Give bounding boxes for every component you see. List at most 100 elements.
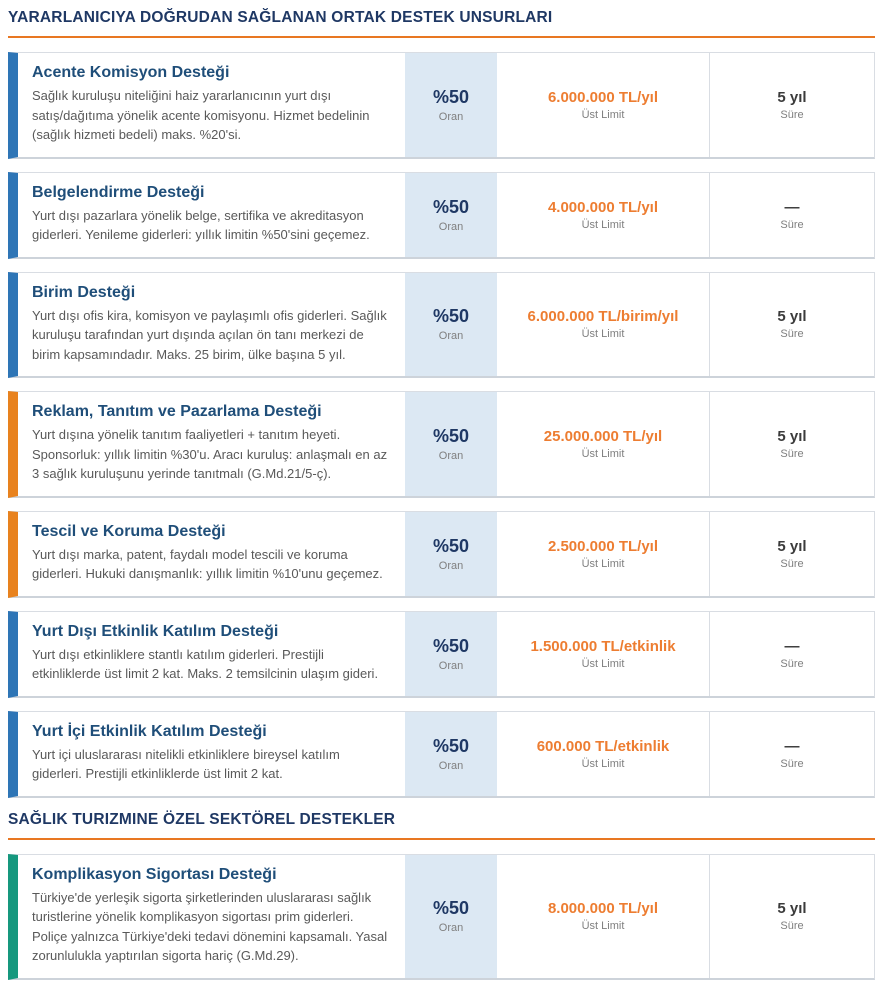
card-title: Yurt İçi Etkinlik Katılım Desteği (32, 722, 267, 740)
card-title: Acente Komisyon Desteği (32, 64, 230, 81)
limit-value: 6.000.000 TL/birim/yıl (527, 308, 679, 326)
rate-value: %50 (432, 735, 470, 756)
rate-cell: %50 Oran (405, 854, 497, 978)
card-description: Yurt dışı marka, patent, faydalı model t… (32, 546, 383, 582)
rate-label: Oran (438, 110, 464, 123)
rate-cell: %50 Oran (405, 172, 497, 257)
limit-cell: 6.000.000 TL/birim/yıl Üst Limit (497, 273, 709, 377)
limit-cell: 25.000.000 TL/yıl Üst Limit (497, 392, 709, 496)
card-text: Reklam, Tanıtım ve Pazarlama Desteği Yur… (18, 392, 405, 496)
limit-label: Üst Limit (581, 757, 625, 770)
rate-label: Oran (438, 559, 464, 572)
rate-label: Oran (438, 330, 464, 343)
rate-cell: %50 Oran (405, 611, 497, 696)
limit-cell: 6.000.000 TL/yıl Üst Limit (497, 53, 709, 157)
limit-label: Üst Limit (581, 447, 625, 460)
duration-cell: 5 yıl Süre (709, 272, 874, 376)
limit-label: Üst Limit (581, 108, 625, 121)
rate-value: %50 (432, 535, 470, 556)
card-description: Yurt içi uluslararası nitelikli etkinlik… (32, 746, 340, 782)
rate-cell: %50 Oran (405, 272, 497, 376)
duration-label: Süre (780, 108, 804, 121)
duration-cell: — Süre (709, 711, 874, 796)
limit-cell: 8.000.000 TL/yıl Üst Limit (497, 855, 709, 978)
card-description: Yurt dışı pazarlara yönelik belge, serti… (32, 207, 370, 243)
limit-value: 8.000.000 TL/yıl (547, 900, 659, 917)
limit-value: 600.000 TL/etkinlik (536, 737, 670, 755)
limit-cell: 2.500.000 TL/yıl Üst Limit (497, 512, 709, 596)
card-title: Tescil ve Koruma Desteği (32, 522, 226, 540)
rate-label: Oran (438, 659, 464, 672)
section-divider (8, 36, 875, 38)
card-title: Reklam, Tanıtım ve Pazarlama Desteği (32, 403, 322, 420)
duration-cell: 5 yıl Süre (709, 511, 874, 596)
rate-cell: %50 Oran (405, 711, 497, 796)
duration-value: 5 yıl (777, 537, 807, 555)
duration-value: — (784, 737, 800, 755)
duration-value: 5 yıl (777, 427, 807, 445)
card-description: Sağlık kuruluşu niteliğini haiz yararlan… (32, 88, 370, 142)
limit-cell: 1.500.000 TL/etkinlik Üst Limit (497, 612, 709, 696)
duration-label: Süre (780, 557, 804, 570)
limit-label: Üst Limit (581, 557, 625, 570)
duration-cell: 5 yıl Süre (709, 854, 874, 978)
card-description: Yurt dışı ofis kira, komisyon ve paylaşı… (32, 307, 387, 362)
duration-value: — (784, 198, 800, 216)
card-title: Yurt Dışı Etkinlik Katılım Desteği (32, 622, 279, 640)
rate-label: Oran (438, 759, 464, 772)
duration-label: Süre (780, 757, 804, 770)
rate-value: %50 (432, 425, 470, 446)
support-card-birim: Birim Desteği Yurt dışı ofis kira, komis… (8, 271, 875, 378)
support-card-komplikasyon-sigortasi: Komplikasyon Sigortası Desteği Türkiye'd… (8, 853, 875, 980)
limit-value: 2.500.000 TL/yıl (547, 537, 659, 555)
duration-cell: 5 yıl Süre (709, 53, 874, 157)
card-text: Komplikasyon Sigortası Desteği Türkiye'd… (18, 855, 405, 978)
duration-value: — (784, 637, 800, 655)
rate-value: %50 (432, 635, 470, 656)
rate-cell: %50 Oran (405, 392, 497, 496)
rate-label: Oran (438, 220, 464, 233)
duration-label: Süre (780, 920, 804, 932)
limit-value: 4.000.000 TL/yıl (547, 198, 659, 216)
duration-cell: 5 yıl Süre (709, 392, 874, 496)
duration-value: 5 yıl (777, 900, 807, 917)
section-common-supports: YARARLANICIYA DOĞRUDAN SAĞLANAN ORTAK DE… (8, 9, 875, 798)
duration-label: Süre (780, 328, 804, 341)
card-text: Acente Komisyon Desteği Sağlık kuruluşu … (18, 53, 405, 157)
limit-value: 25.000.000 TL/yıl (543, 427, 663, 445)
support-card-acente-komisyon: Acente Komisyon Desteği Sağlık kuruluşu … (8, 52, 875, 159)
support-card-tescil-koruma: Tescil ve Koruma Desteği Yurt dışı marka… (8, 510, 875, 598)
support-card-belgelendirme: Belgelendirme Desteği Yurt dışı pazarlar… (8, 171, 875, 259)
card-description: Türkiye'de yerleşik sigorta şirketlerind… (32, 889, 388, 964)
card-title: Komplikasyon Sigortası Desteği (32, 865, 277, 883)
duration-label: Süre (780, 447, 804, 460)
rate-cell: %50 Oran (405, 53, 497, 157)
section-health-tourism: SAĞLIK TURIZMINE ÖZEL SEKTÖREL DESTEKLER… (8, 811, 875, 980)
limit-cell: 600.000 TL/etkinlik Üst Limit (497, 712, 709, 796)
limit-cell: 4.000.000 TL/yıl Üst Limit (497, 173, 709, 257)
limit-label: Üst Limit (581, 920, 625, 932)
section-title: SAĞLIK TURIZMINE ÖZEL SEKTÖREL DESTEKLER (8, 810, 396, 828)
card-text: Tescil ve Koruma Desteği Yurt dışı marka… (18, 512, 405, 596)
limit-label: Üst Limit (581, 328, 625, 341)
card-text: Birim Desteği Yurt dışı ofis kira, komis… (18, 273, 405, 377)
support-card-reklam-tanitim: Reklam, Tanıtım ve Pazarlama Desteği Yur… (8, 391, 875, 498)
support-card-yurt-disi-etkinlik: Yurt Dışı Etkinlik Katılım Desteği Yurt … (8, 610, 875, 698)
rate-value: %50 (432, 86, 470, 107)
duration-label: Süre (780, 218, 804, 231)
rate-value: %50 (432, 196, 470, 217)
card-description: Yurt dışına yönelik tanıtım faaliyetleri… (32, 427, 388, 481)
duration-value: 5 yıl (777, 308, 807, 326)
rate-value: %50 (432, 898, 470, 918)
rate-label: Oran (438, 922, 464, 934)
section-title: YARARLANICIYA DOĞRUDAN SAĞLANAN ORTAK DE… (8, 9, 553, 26)
limit-value: 1.500.000 TL/etkinlik (530, 637, 676, 655)
rate-value: %50 (432, 306, 470, 327)
duration-label: Süre (780, 657, 804, 670)
card-title: Belgelendirme Desteği (32, 183, 205, 201)
card-text: Belgelendirme Desteği Yurt dışı pazarlar… (18, 173, 405, 257)
support-card-yurt-ici-etkinlik: Yurt İçi Etkinlik Katılım Desteği Yurt i… (8, 710, 875, 798)
duration-value: 5 yıl (777, 88, 807, 106)
rate-label: Oran (438, 449, 464, 462)
limit-value: 6.000.000 TL/yıl (547, 88, 659, 106)
